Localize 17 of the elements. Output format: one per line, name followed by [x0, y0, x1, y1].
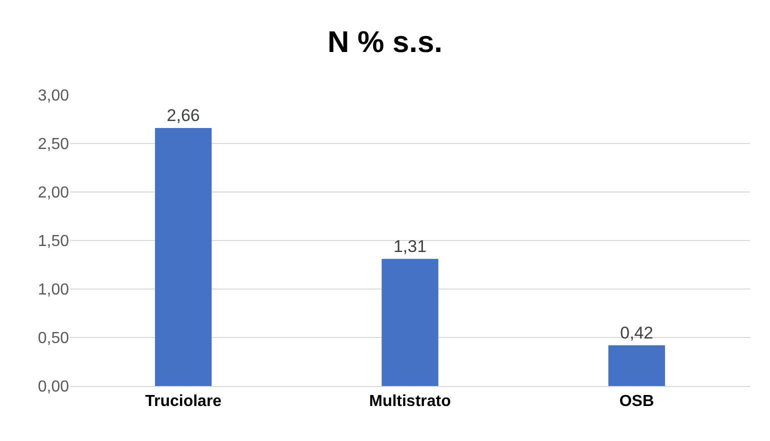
x-tick-label: Multistrato — [369, 393, 452, 410]
data-label: 2,66 — [166, 106, 200, 125]
chart-title: N % s.s. — [327, 26, 443, 59]
y-tick-label: 0,00 — [38, 378, 70, 396]
y-tick-label: 0,50 — [38, 330, 70, 348]
y-tick-label: 1,00 — [38, 282, 70, 299]
bar — [608, 345, 665, 386]
y-tick-label: 2,00 — [38, 184, 70, 202]
bar — [382, 258, 438, 386]
y-tick-label: 2,50 — [38, 136, 70, 154]
bar — [155, 128, 212, 386]
y-tick-label: 3,00 — [38, 88, 70, 105]
data-label: 0,42 — [620, 323, 654, 342]
x-tick-label: Truciolare — [145, 393, 222, 410]
data-label: 1,31 — [393, 236, 427, 256]
y-tick-label: 1,50 — [38, 233, 70, 250]
x-tick-label: OSB — [619, 393, 654, 410]
